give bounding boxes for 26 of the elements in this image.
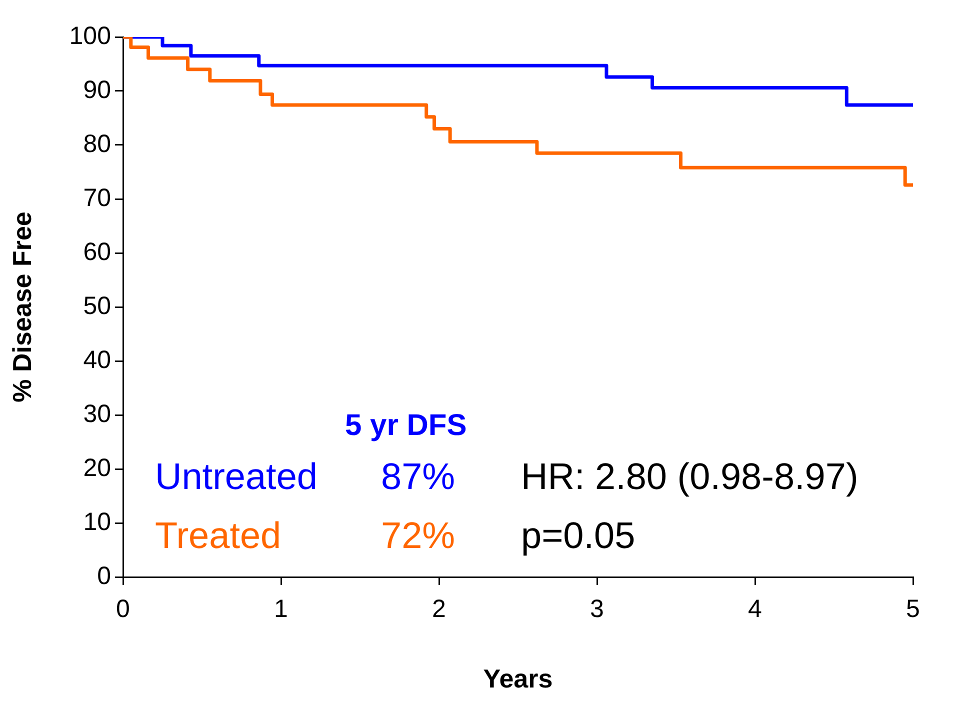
annotation: 72% xyxy=(381,515,456,556)
y-tick-label: 40 xyxy=(83,346,111,374)
annotation: 5 yr DFS xyxy=(345,409,467,442)
annotation: p=0.05 xyxy=(521,515,636,556)
x-tick-label: 3 xyxy=(590,594,604,623)
text: Untreated xyxy=(155,456,318,497)
text: Treated xyxy=(155,515,282,556)
x-axis-title: Years xyxy=(483,664,553,694)
y-tick-label: 60 xyxy=(83,238,111,266)
annotation: HR: 2.80 (0.98-8.97) xyxy=(521,456,858,497)
x-tick-label: 0 xyxy=(116,594,130,623)
y-tick-label: 90 xyxy=(83,76,111,104)
y-tick-label: 80 xyxy=(83,130,111,158)
y-tick-label: 50 xyxy=(83,292,111,320)
y-axis-title: % Disease Free xyxy=(6,212,37,402)
y-tick-label: 10 xyxy=(83,508,111,536)
y-tick-label: 0 xyxy=(97,562,111,590)
x-tick-label: 4 xyxy=(748,594,762,623)
y-tick-label: 100 xyxy=(69,22,111,50)
x-tick-label: 2 xyxy=(432,594,446,623)
x-tick-label: 1 xyxy=(274,594,288,623)
y-tick-label: 70 xyxy=(83,184,111,212)
y-tick-label: 30 xyxy=(83,400,111,428)
annotation: 87% xyxy=(381,456,456,497)
y-tick-label: 20 xyxy=(83,454,111,482)
x-tick-label: 5 xyxy=(906,594,920,623)
